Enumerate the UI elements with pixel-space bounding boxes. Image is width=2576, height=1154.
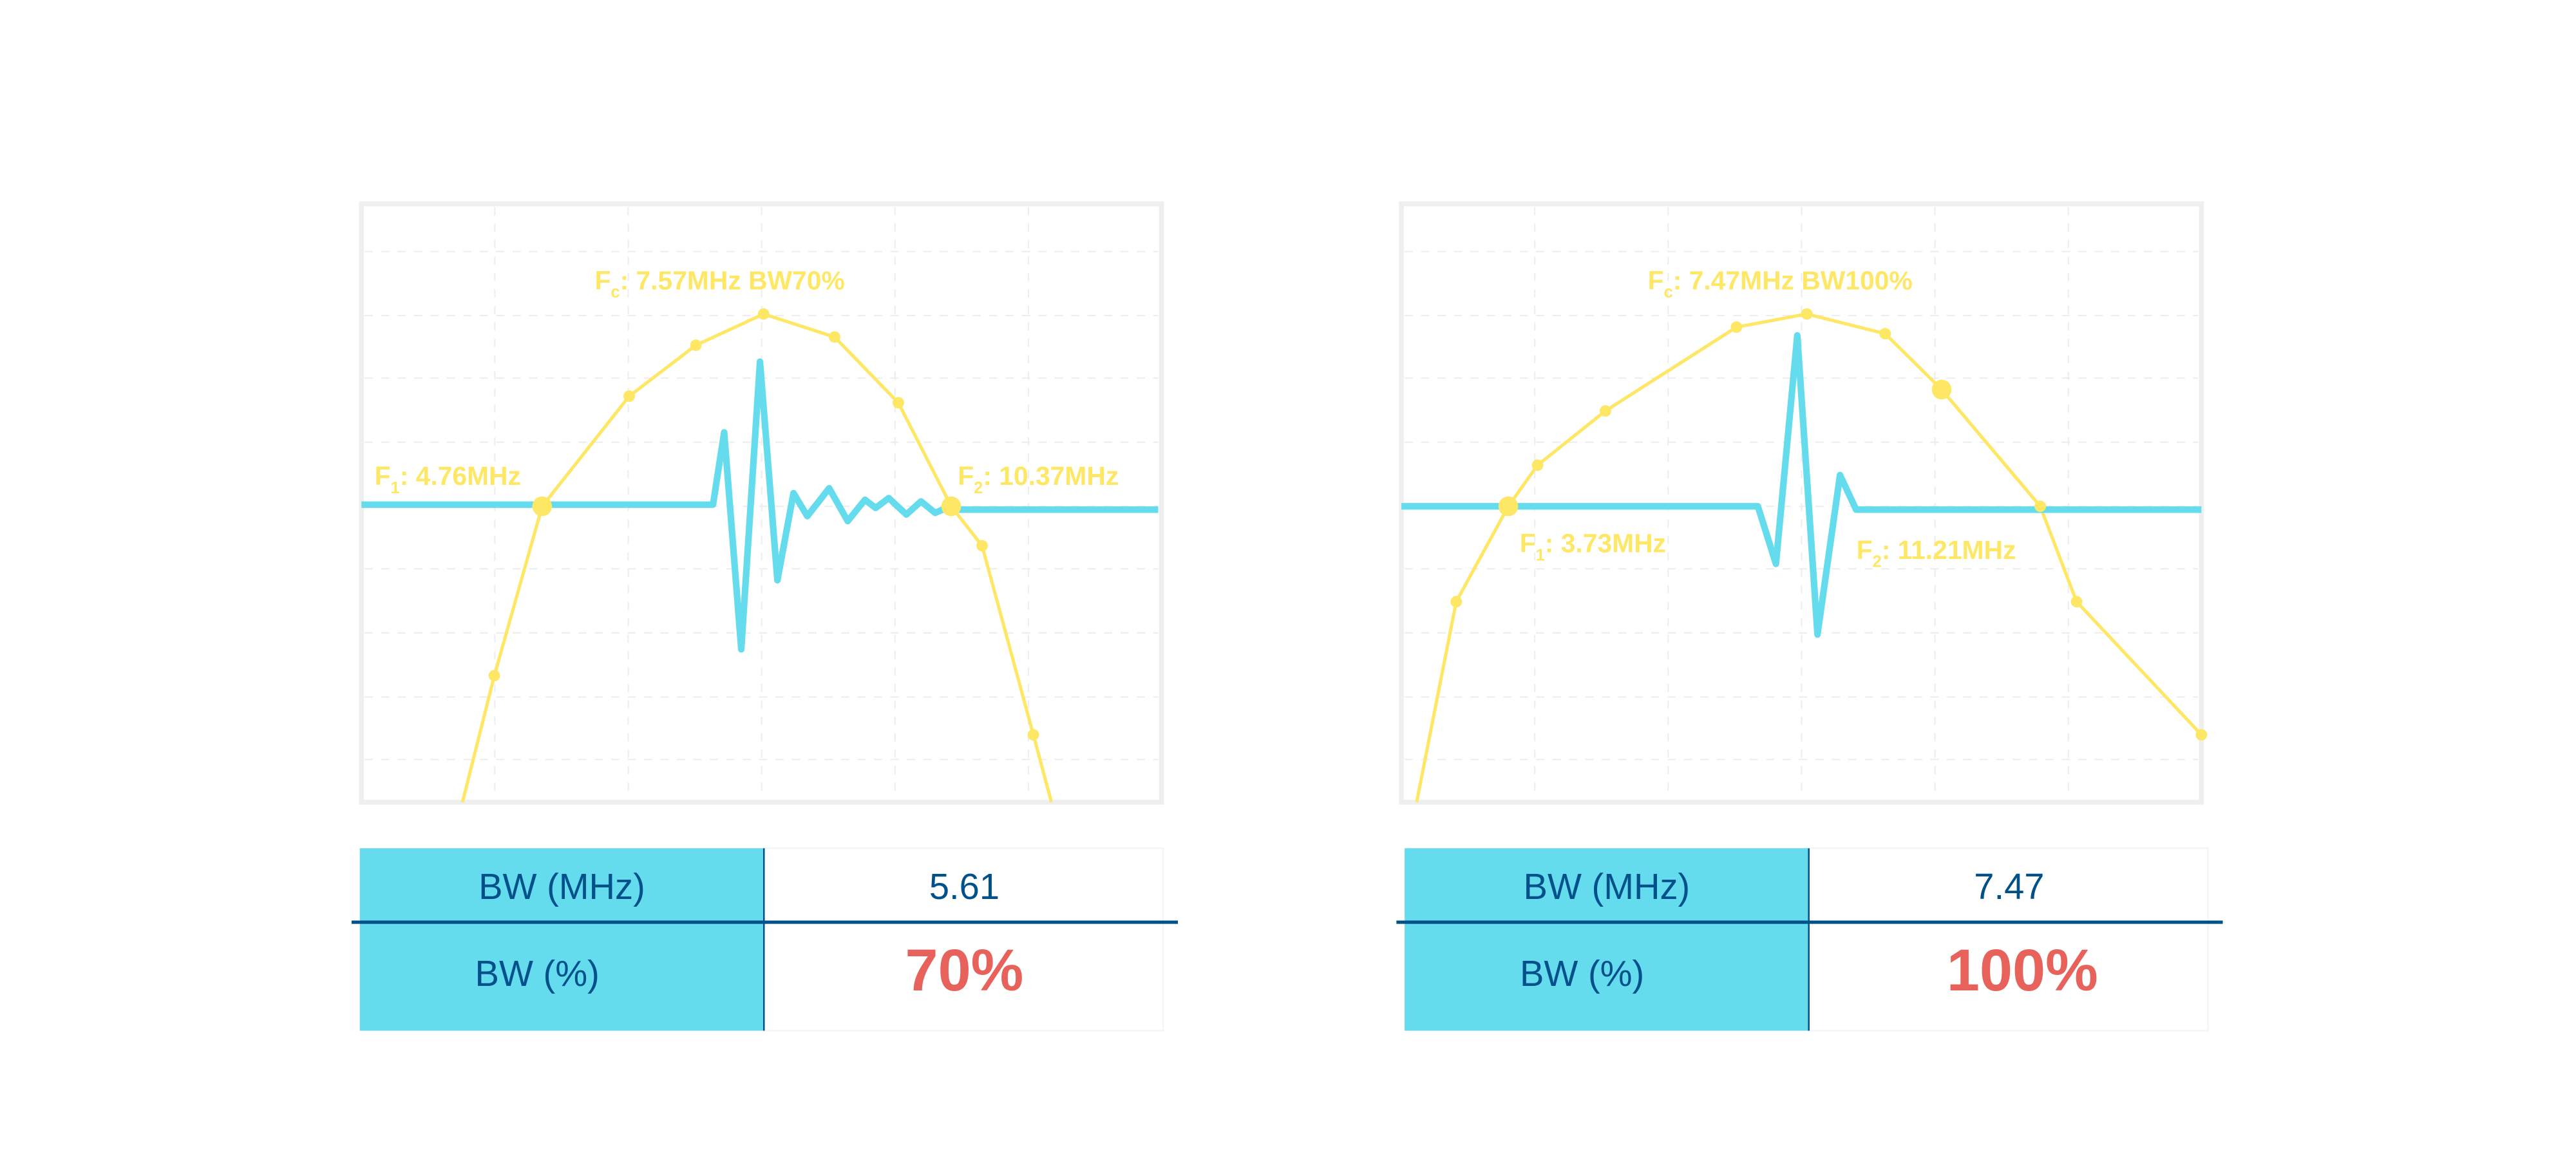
response-point xyxy=(1599,405,1611,417)
response-point xyxy=(892,397,904,409)
response-point xyxy=(757,308,770,320)
table-value-column xyxy=(1808,847,2209,1032)
center-frequency-label: Fc: 7.57MHz BW70% xyxy=(594,265,844,301)
frequency-response-curve xyxy=(1415,312,2203,803)
response-point xyxy=(2034,500,2047,513)
f2-label: F2: 10.37MHz xyxy=(958,461,1119,497)
f1-label: F1: 3.73MHz xyxy=(1520,529,1666,565)
center-frequency-label: Fc: 7.47MHz BW100% xyxy=(1648,265,1913,301)
response-point xyxy=(1879,328,1891,340)
response-point xyxy=(623,390,635,402)
bandwidth-table: BW (MHz) 5.61 BW (%) 70% xyxy=(351,847,1179,1032)
frequency-response-curve xyxy=(460,312,1054,803)
value-bw-percent: 70% xyxy=(905,938,1024,1003)
cutoff-point xyxy=(1498,496,1519,516)
cutoff-point xyxy=(941,496,961,516)
panel-title: CMUT linear array xyxy=(1536,108,2072,182)
response-points xyxy=(1450,308,2208,741)
response-point xyxy=(1801,308,1813,320)
response-point xyxy=(976,540,988,552)
panel-pzt: PZT linear array Fc: 7.57MHz BW70% F1: 4… xyxy=(351,108,1179,1032)
pulse-waveform xyxy=(1401,332,2202,638)
response-points xyxy=(488,308,1039,741)
bandwidth-table: BW (MHz) 7.47 BW (%) 100% xyxy=(1396,847,2223,1032)
table-header-column xyxy=(359,848,764,1031)
response-point xyxy=(828,331,840,343)
response-point xyxy=(1450,596,1463,608)
row-header-bw-percent: BW (%) xyxy=(1520,953,1644,994)
row-header-bw-mhz: BW (MHz) xyxy=(1524,866,1690,907)
panel-title: PZT linear array xyxy=(488,108,958,182)
pulse-waveform xyxy=(361,358,1159,653)
panel-cmut: CMUT linear array Fc: 7.47MHz BW100% F1:… xyxy=(1396,108,2223,1032)
response-point xyxy=(488,670,500,682)
response-point xyxy=(690,339,702,352)
value-bw-mhz: 7.47 xyxy=(1974,866,2044,907)
cutoff-point xyxy=(532,496,553,516)
value-bw-mhz: 5.61 xyxy=(929,866,999,907)
response-point xyxy=(2070,596,2083,608)
row-header-bw-percent: BW (%) xyxy=(475,953,600,994)
response-point xyxy=(1531,459,1544,471)
response-point xyxy=(2195,729,2208,741)
table-value-column xyxy=(762,847,1164,1032)
cutoff-point xyxy=(1931,379,1952,400)
row-header-bw-mhz: BW (MHz) xyxy=(478,866,645,907)
response-point xyxy=(1027,729,1039,741)
f2-label: F2: 11.21MHz xyxy=(1857,535,2016,571)
value-bw-percent: 100% xyxy=(1947,938,2098,1003)
chart-grid xyxy=(365,207,1159,799)
table-header-column xyxy=(1405,848,1809,1031)
f1-label: F1: 4.76MHz xyxy=(375,461,521,497)
response-point xyxy=(1730,321,1743,333)
